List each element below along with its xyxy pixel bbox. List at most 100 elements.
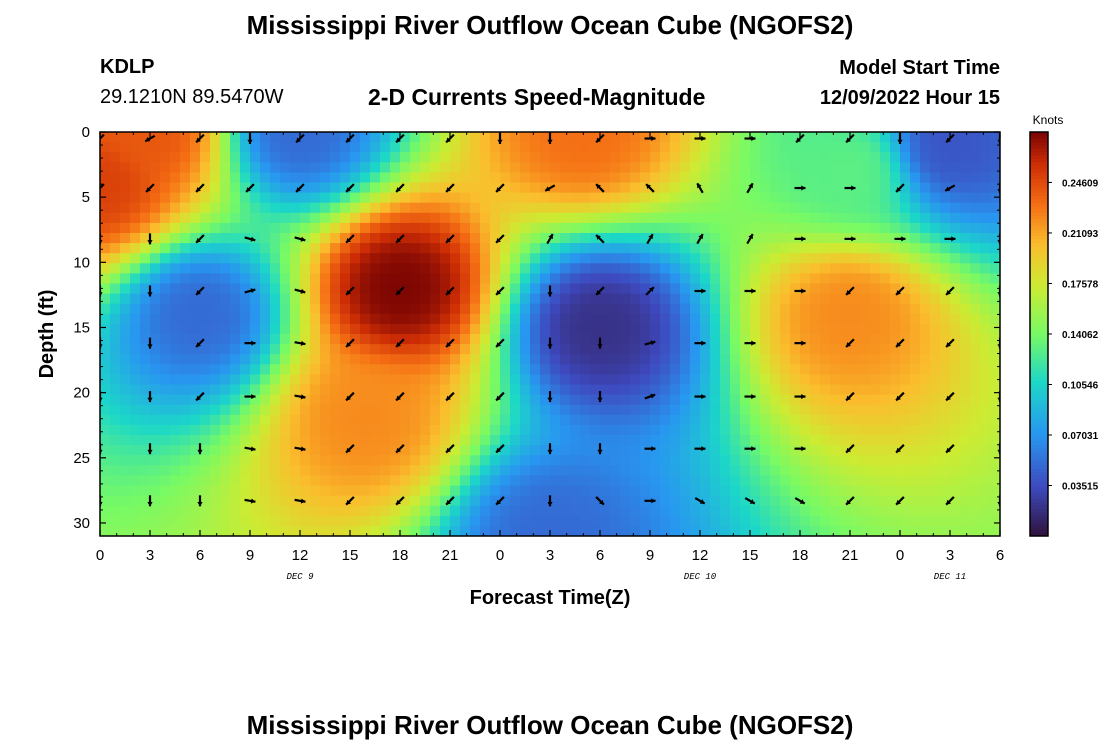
heatmap-cell xyxy=(560,495,571,507)
heatmap-cell xyxy=(400,525,411,536)
heatmap-cell xyxy=(480,334,491,345)
heatmap-cell xyxy=(300,263,311,274)
heatmap-cell xyxy=(510,445,521,456)
heatmap-cell xyxy=(620,374,631,386)
heatmap-cell xyxy=(600,465,611,476)
heatmap-cell xyxy=(670,303,681,315)
heatmap-cell xyxy=(430,283,441,295)
heatmap-cell xyxy=(810,354,821,365)
heatmap-cell xyxy=(260,192,271,204)
heatmap-cell xyxy=(940,465,951,476)
heatmap-cell xyxy=(120,222,131,234)
heatmap-cell xyxy=(540,182,551,194)
heatmap-cell xyxy=(550,172,561,184)
heatmap-cell xyxy=(480,424,491,436)
heatmap-cell xyxy=(650,142,661,153)
heatmap-cell xyxy=(420,445,431,456)
heatmap-cell xyxy=(400,384,411,396)
heatmap-cell xyxy=(160,445,171,456)
heatmap-cell xyxy=(530,525,541,536)
heatmap-cell xyxy=(450,253,461,264)
heatmap-cell xyxy=(740,424,751,436)
heatmap-cell xyxy=(370,354,381,365)
heatmap-cell xyxy=(230,485,241,497)
heatmap-cell xyxy=(910,364,921,375)
heatmap-cell xyxy=(680,152,691,163)
heatmap-cell xyxy=(590,263,601,274)
heatmap-cell xyxy=(960,182,971,194)
heatmap-cell xyxy=(600,293,611,305)
heatmap-cell xyxy=(960,485,971,497)
heatmap-cell xyxy=(670,515,681,527)
heatmap-cell xyxy=(990,152,1000,163)
heatmap-cell xyxy=(580,394,591,406)
current-vector xyxy=(445,286,455,296)
heatmap-cell xyxy=(310,374,321,386)
heatmap-cell xyxy=(140,384,151,396)
colorbar-segment xyxy=(1030,465,1048,470)
heatmap-cell xyxy=(730,202,741,214)
heatmap-cell xyxy=(280,142,291,153)
heatmap-cell xyxy=(530,283,541,295)
current-vector xyxy=(547,285,553,297)
heatmap-cell xyxy=(870,394,881,406)
heatmap-cell xyxy=(370,465,381,476)
heatmap-cell xyxy=(540,374,551,386)
heatmap-cell xyxy=(760,364,771,375)
heatmap-cell xyxy=(550,303,561,315)
heatmap-cell xyxy=(860,414,871,426)
heatmap-cell xyxy=(660,525,671,536)
heatmap-cell xyxy=(980,243,991,254)
heatmap-cell xyxy=(470,243,481,254)
heatmap-cell xyxy=(220,243,231,254)
colorbar-segment xyxy=(1030,451,1048,456)
heatmap-cell xyxy=(800,253,811,264)
heatmap-cell xyxy=(990,313,1000,325)
heatmap-cell xyxy=(160,455,171,466)
current-vector xyxy=(895,496,905,506)
current-vector xyxy=(595,286,605,296)
heatmap-cell xyxy=(380,233,391,244)
colorbar-segment xyxy=(1030,350,1048,355)
heatmap-cell xyxy=(930,293,941,305)
heatmap-cell xyxy=(760,253,771,264)
heatmap-cell xyxy=(120,263,131,274)
colorbar-tick-label: 0.21093 xyxy=(1062,229,1099,240)
heatmap-cell xyxy=(960,404,971,416)
heatmap-cell xyxy=(520,313,531,325)
heatmap-cell xyxy=(380,404,391,416)
heatmap-cell xyxy=(450,445,461,456)
heatmap-cell xyxy=(520,414,531,426)
heatmap-cell xyxy=(890,202,901,214)
heatmap-cell xyxy=(940,334,951,345)
heatmap-cell xyxy=(970,455,981,466)
heatmap-cell xyxy=(820,212,831,224)
heatmap-cell xyxy=(530,344,541,355)
heatmap-cell xyxy=(260,222,271,234)
heatmap-cell xyxy=(660,515,671,527)
heatmap-cell xyxy=(290,485,301,497)
heatmap-cell xyxy=(310,354,321,365)
heatmap-cell xyxy=(310,525,321,536)
current-vector xyxy=(147,285,153,297)
heatmap-cell xyxy=(200,142,211,153)
heatmap-cell xyxy=(380,323,391,335)
heatmap-cell xyxy=(350,283,361,295)
heatmap-cell xyxy=(910,334,921,345)
heatmap-cell xyxy=(360,445,371,456)
heatmap-cell xyxy=(240,435,251,446)
heatmap-cell xyxy=(560,263,571,274)
heatmap-cell xyxy=(810,374,821,386)
heatmap-cell xyxy=(840,515,851,527)
heatmap-cell xyxy=(540,505,551,517)
heatmap-cell xyxy=(410,515,421,527)
heatmap-cell xyxy=(750,515,761,527)
heatmap-cell xyxy=(310,293,321,305)
heatmap-cell xyxy=(650,414,661,426)
heatmap-cell xyxy=(940,394,951,406)
heatmap-cell xyxy=(640,465,651,476)
heatmap-cell xyxy=(570,445,581,456)
heatmap-cell xyxy=(370,414,381,426)
heatmap-cell xyxy=(170,323,181,335)
heatmap-cell xyxy=(990,334,1000,345)
